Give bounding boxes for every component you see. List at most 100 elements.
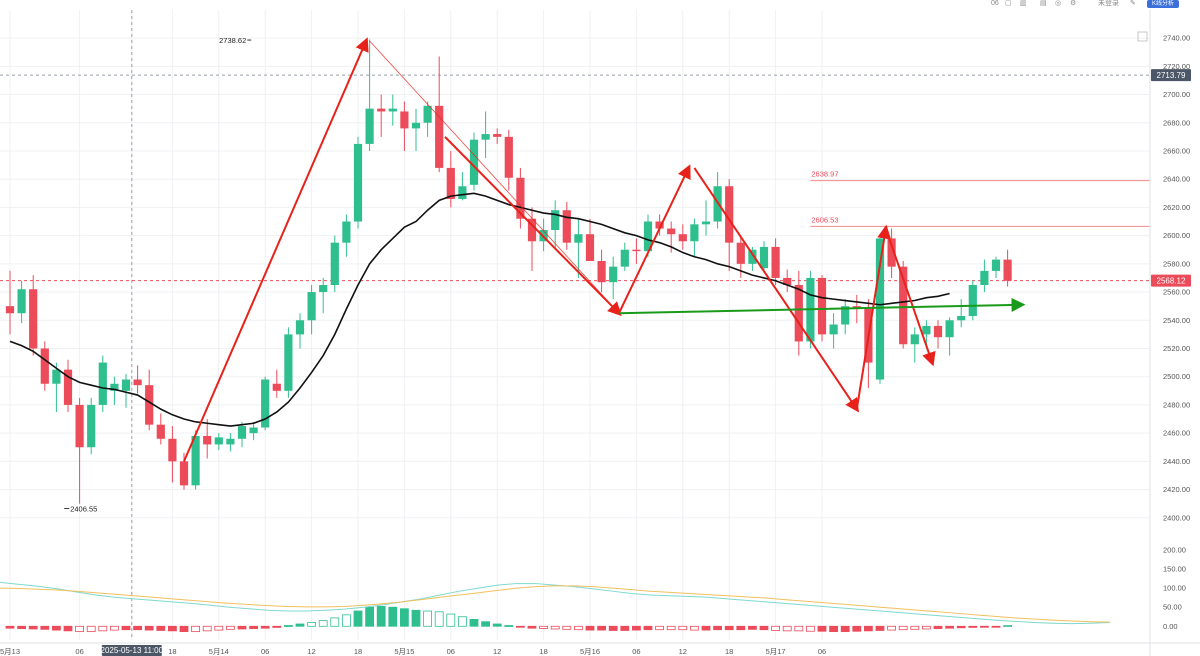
candle-body <box>168 438 177 462</box>
macd-bar <box>388 606 398 627</box>
kline-analysis-button[interactable]: K线分析 <box>1147 0 1179 8</box>
toolbar-item-camera-icon[interactable]: ▢ <box>1005 0 1012 7</box>
macd-bar <box>527 625 537 629</box>
macd-bar <box>156 625 166 631</box>
macd-bar <box>40 625 50 630</box>
macd-bar <box>956 625 966 629</box>
candle-body <box>446 167 455 199</box>
candle-body <box>17 289 26 314</box>
candle-body <box>794 285 803 342</box>
candle-body <box>411 122 421 129</box>
candle-body <box>597 261 606 283</box>
candle-body <box>353 143 363 222</box>
macd-axis-label: 50.00 <box>1163 603 1182 612</box>
macd-bar <box>898 625 908 631</box>
candle-body <box>690 224 699 242</box>
candle-body <box>423 105 432 123</box>
macd-axis-label: 100.00 <box>1163 584 1186 593</box>
macd-bar <box>318 620 328 627</box>
macd-bar <box>330 617 340 627</box>
y-tick-label: 2540.00 <box>1163 316 1190 325</box>
macd-bar <box>504 625 514 627</box>
candle-body <box>910 334 919 345</box>
ma-line <box>9 192 950 427</box>
y-tick-label: 2600.00 <box>1163 231 1190 240</box>
toolbar-item-layout-icon[interactable]: ▥ <box>1020 0 1027 7</box>
trend-arrow-down-3 <box>884 228 936 367</box>
high-label: 2738.62 <box>219 36 246 45</box>
macd-bar <box>794 625 804 632</box>
candle-body <box>968 285 977 317</box>
macd-bar <box>63 625 73 632</box>
macd-bar <box>864 625 873 632</box>
toolbar-item-interval[interactable]: 06 <box>991 0 999 7</box>
x-tick-label: 06 <box>818 647 826 656</box>
macd-bar <box>597 625 606 631</box>
macd-bar <box>237 625 247 630</box>
candle-body <box>307 292 316 321</box>
candle-body <box>783 277 792 285</box>
x-tick-label: 5月17 <box>766 647 786 656</box>
candle-body <box>632 249 641 252</box>
macd-bar <box>620 625 630 631</box>
macd-bar <box>295 623 305 627</box>
macd-bar <box>945 625 954 629</box>
candle-body <box>5 306 15 314</box>
drawings <box>183 37 1026 462</box>
moving-average <box>9 192 950 427</box>
macd-bar <box>469 619 479 627</box>
toolbar-item-target-icon[interactable]: ◎ <box>1055 0 1062 7</box>
candle-body <box>620 249 629 267</box>
macd-bar <box>249 625 259 629</box>
candle-body <box>214 437 223 445</box>
macd-bar <box>585 625 595 631</box>
toolbar-item-pen-icon[interactable]: ✎ <box>1130 0 1136 7</box>
candle-body <box>725 186 734 243</box>
x-tick-label: 06 <box>261 647 269 656</box>
candle-body <box>736 242 745 264</box>
x-tick-label: 12 <box>493 647 501 656</box>
current-price-tag: 2568.12 <box>1157 277 1186 286</box>
candlestick-chart[interactable]: 2740.00 2720.00 2700.00 2680.00 2660.00 2640.… <box>0 10 1200 656</box>
x-tick-label: 5月15 <box>394 647 414 656</box>
y-tick-label: 2660.00 <box>1163 146 1190 155</box>
candle-body <box>75 404 84 448</box>
macd-bar <box>98 625 108 632</box>
macd-bar <box>690 625 699 631</box>
macd-bar <box>701 625 711 631</box>
macd-bar <box>574 625 583 631</box>
macd-axis-label: 0.00 <box>1163 622 1178 631</box>
candle-body <box>121 379 131 391</box>
macd-bar <box>782 625 792 632</box>
y-tick-label: 2700.00 <box>1163 90 1190 99</box>
toolbar-item-grid-icon[interactable]: ▤ <box>1040 0 1047 7</box>
low-label: 2406.55 <box>70 505 97 514</box>
y-tick-label: 2580.00 <box>1163 259 1190 268</box>
candle-body <box>400 111 409 129</box>
candle-body <box>284 334 293 391</box>
candle-body <box>191 435 200 486</box>
grid <box>0 10 1150 640</box>
macd-axis-label: 150.00 <box>1163 565 1186 574</box>
macd-bar <box>759 625 769 631</box>
candle-body <box>98 362 107 405</box>
macd-bar <box>202 625 212 632</box>
macd-bar <box>272 625 282 628</box>
candle-body <box>237 426 247 439</box>
macd-bar <box>713 625 722 631</box>
crosshair-time-tag-bg <box>101 645 162 656</box>
x-tick-label: 18 <box>725 647 733 656</box>
macd-axis-label: 200.00 <box>1163 546 1186 555</box>
toolbar-item-login[interactable]: 未登录 <box>1098 0 1119 7</box>
toolbar-item-gear-icon[interactable]: ⚙ <box>1070 0 1077 7</box>
macd-bar <box>632 625 641 631</box>
candle-body <box>841 306 850 325</box>
support-arrow <box>618 297 1026 315</box>
candle-body <box>991 259 1001 271</box>
macd-bar <box>365 606 375 627</box>
trend-arrow-up-2 <box>618 164 691 314</box>
y-tick-label: 2620.00 <box>1163 203 1190 212</box>
candle-body <box>261 379 270 428</box>
candle-body <box>771 246 780 278</box>
macd-fast-line <box>0 581 1111 625</box>
